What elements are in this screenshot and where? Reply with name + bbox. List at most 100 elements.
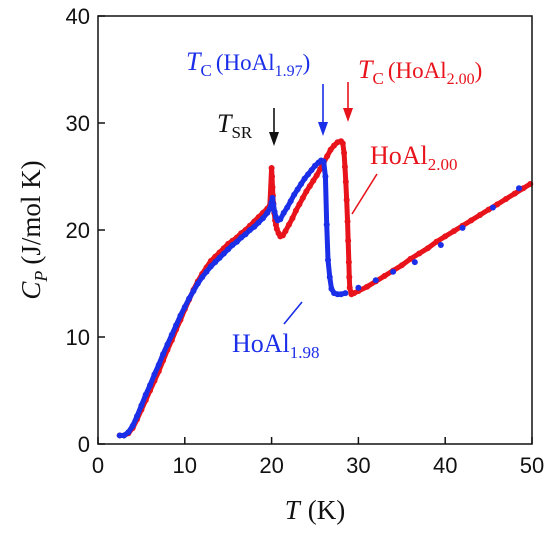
- data-point: [320, 158, 327, 165]
- series-label-hoal-200: HoAl2.00: [370, 141, 458, 174]
- data-point: [476, 212, 483, 219]
- data-point: [344, 218, 351, 225]
- x-tick-label: 30: [346, 453, 370, 478]
- data-point: [220, 250, 227, 257]
- data-point: [134, 413, 141, 420]
- data-point: [129, 422, 136, 429]
- data-point: [342, 290, 349, 297]
- data-point: [259, 215, 266, 222]
- data-point: [372, 277, 379, 284]
- data-point: [289, 215, 296, 222]
- tc-197-symbol: T: [186, 47, 202, 76]
- data-point: [317, 166, 324, 173]
- data-point: [341, 163, 348, 170]
- tsr-label: TSR: [217, 109, 253, 142]
- data-point: [437, 241, 444, 248]
- data-point: [282, 228, 289, 235]
- data-point: [364, 283, 371, 290]
- data-point: [294, 186, 301, 193]
- series-label-hoal-200-text: HoAl: [370, 141, 428, 170]
- data-point: [292, 207, 299, 214]
- data-point: [313, 172, 320, 179]
- tc-200-formula: (HoAl: [388, 58, 447, 83]
- data-point: [203, 268, 210, 275]
- data-point: [327, 146, 334, 153]
- data-point: [341, 149, 348, 156]
- data-point: [339, 140, 346, 147]
- data-point: [459, 224, 466, 231]
- data-point: [411, 259, 418, 266]
- x-tick-label: 0: [92, 453, 104, 478]
- y-axis-unit: (J/mol K): [16, 160, 46, 264]
- data-point: [190, 287, 197, 294]
- data-point: [233, 238, 240, 245]
- data-point: [303, 188, 310, 195]
- data-point: [502, 195, 509, 202]
- data-point: [164, 341, 171, 348]
- y-tick-label: 40: [66, 4, 90, 29]
- data-point: [155, 361, 162, 368]
- data-point: [296, 201, 303, 208]
- data-point: [181, 304, 188, 311]
- x-axis-symbol: T: [285, 495, 302, 525]
- series-label-hoal-200-sub: 2.00: [428, 155, 458, 174]
- data-point: [398, 262, 405, 269]
- data-point: [424, 245, 431, 252]
- data-point: [308, 167, 315, 174]
- data-point: [355, 284, 362, 291]
- data-point: [345, 237, 352, 244]
- tc-197-sub: C: [200, 61, 211, 80]
- data-point: [442, 233, 449, 240]
- tc-200-label: TC (HoAl2.00): [358, 55, 482, 88]
- data-point: [186, 295, 193, 302]
- data-point: [168, 331, 175, 338]
- data-point: [494, 201, 501, 208]
- y-axis-symbol-sub: P: [31, 271, 51, 283]
- data-point: [306, 183, 313, 190]
- data-point: [270, 201, 277, 208]
- series-pointer-hoal-198: [283, 301, 303, 325]
- data-point: [125, 429, 132, 436]
- data-point: [489, 204, 496, 211]
- data-point: [323, 221, 330, 228]
- data-point: [433, 238, 440, 245]
- data-point: [515, 185, 522, 192]
- series-label-hoal-198-text: HoAl: [232, 329, 290, 358]
- tc-197-formula-sub: 1.97: [275, 63, 303, 80]
- data-point: [322, 173, 329, 180]
- data-point: [121, 432, 128, 439]
- data-point: [138, 402, 145, 409]
- data-point: [310, 177, 317, 184]
- data-point: [207, 263, 214, 270]
- data-point: [225, 246, 232, 253]
- data-point: [280, 209, 287, 216]
- axis-ticks: 0 10 20 30 40 50 0 10 20 30 40: [66, 4, 545, 478]
- data-point: [199, 274, 206, 281]
- data-point: [246, 227, 253, 233]
- series-trace: [117, 157, 348, 438]
- data-point: [305, 171, 312, 178]
- data-point: [285, 221, 292, 228]
- data-point: [468, 217, 475, 224]
- data-point: [284, 204, 291, 211]
- series-pointer-hoal-200: [351, 173, 378, 215]
- tsr-arrow: [269, 108, 279, 146]
- tc-197-close: ): [303, 50, 311, 75]
- y-tick-label: 10: [66, 325, 90, 350]
- tsr-sub: SR: [231, 123, 252, 142]
- tc-200-close: ): [475, 58, 483, 83]
- data-point: [212, 259, 219, 266]
- tc-200-sub: C: [372, 69, 383, 88]
- data-point: [251, 223, 258, 230]
- x-tick-label: 20: [259, 453, 283, 478]
- data-point: [271, 208, 278, 215]
- data-point: [268, 164, 275, 171]
- data-point: [142, 391, 149, 398]
- data-point: [194, 280, 201, 287]
- data-point: [298, 180, 305, 187]
- x-axis-label: T (K): [285, 495, 346, 525]
- data-point: [346, 284, 353, 291]
- data-point: [345, 259, 352, 266]
- data-point: [255, 219, 262, 226]
- y-tick-label: 30: [66, 111, 90, 136]
